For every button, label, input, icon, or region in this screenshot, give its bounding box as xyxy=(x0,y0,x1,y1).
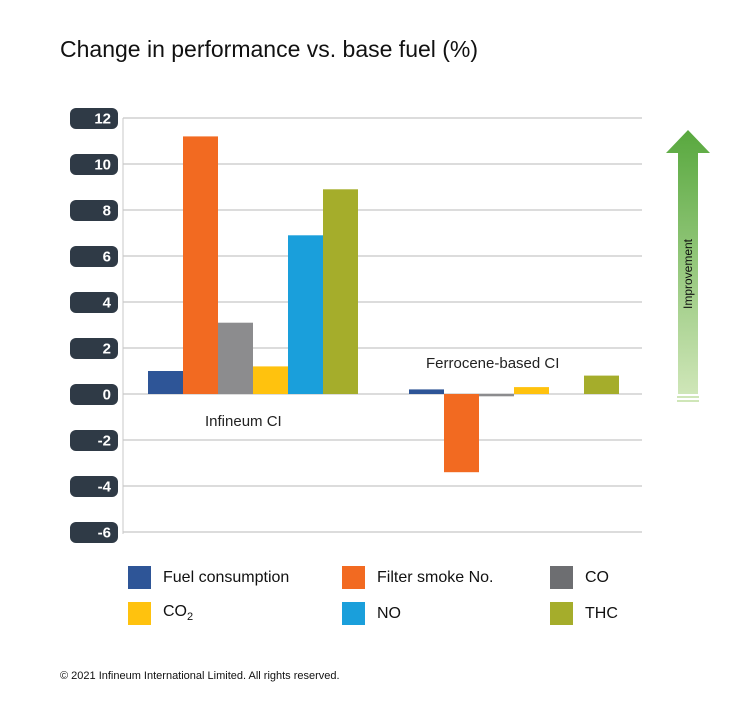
bar-co xyxy=(218,322,253,394)
bar-thc xyxy=(584,375,619,394)
y-tick-label: 12 xyxy=(94,111,111,128)
legend-label-subscript: 2 xyxy=(187,611,194,624)
legend-item-co2: CO2 xyxy=(128,602,193,625)
legend-label-main: CO xyxy=(163,603,187,621)
legend-label: NO xyxy=(377,604,401,622)
legend-label: CO xyxy=(585,568,609,586)
legend-label: Fuel consumption xyxy=(163,568,290,586)
bar-thc xyxy=(323,189,358,394)
legend-label: Filter smoke No. xyxy=(377,568,494,586)
y-tick-badge xyxy=(70,476,118,497)
legend-swatch xyxy=(128,602,151,625)
y-tick-label: -2 xyxy=(98,433,111,450)
bar-filter-smoke-no- xyxy=(183,136,218,394)
y-tick-label: 6 xyxy=(103,249,111,266)
y-tick-badge xyxy=(70,200,118,221)
legend-label: THC xyxy=(585,604,618,622)
y-tick-label: -4 xyxy=(98,479,112,496)
y-tick-badge xyxy=(70,292,118,313)
y-tick-badge xyxy=(70,430,118,451)
copyright-notice: © 2021 Infineum International Limited. A… xyxy=(60,670,340,682)
legend-item-filter-smoke: Filter smoke No. xyxy=(342,566,493,589)
y-tick-label: 10 xyxy=(94,157,111,174)
legend-swatch xyxy=(550,602,573,625)
y-tick-badge xyxy=(70,384,118,405)
up-arrow-icon xyxy=(666,130,710,394)
y-tick-badge xyxy=(70,108,118,129)
legend-swatch xyxy=(128,566,151,589)
bar-fuel-consumption xyxy=(148,371,183,394)
y-axis-ticks: 12 10 8 6 4 2 0 -2 -4 -6 xyxy=(70,108,118,543)
bar-fuel-consumption xyxy=(409,389,444,394)
legend-swatch xyxy=(550,566,573,589)
legend-item-fuel-consumption: Fuel consumption xyxy=(128,566,289,589)
y-tick-badge xyxy=(70,246,118,267)
bar-chart: 12 10 8 6 4 2 0 -2 -4 -6 Infineum CI Ferrocene-ba… xyxy=(70,108,710,543)
bars xyxy=(148,136,619,473)
bar-co2 xyxy=(514,387,549,394)
y-tick-label: 2 xyxy=(103,341,111,358)
bar-filter-smoke-no- xyxy=(444,394,479,473)
legend-item-no: NO xyxy=(342,602,401,625)
chart-title: Change in performance vs. base fuel (%) xyxy=(60,36,479,62)
y-tick-badge xyxy=(70,522,118,543)
category-label-infineum-ci: Infineum CI xyxy=(205,413,282,430)
improvement-arrow: Improvement xyxy=(666,130,710,402)
bar-no xyxy=(288,235,323,394)
y-tick-label: -6 xyxy=(98,525,111,542)
bar-co2 xyxy=(253,366,288,394)
legend-swatch xyxy=(342,566,365,589)
legend: Fuel consumption Filter smoke No. CO CO2… xyxy=(128,566,648,636)
y-tick-badge xyxy=(70,154,118,175)
legend-item-thc: THC xyxy=(550,602,618,625)
y-tick-label: 8 xyxy=(103,203,111,220)
legend-swatch xyxy=(342,602,365,625)
legend-label: CO2 xyxy=(163,603,193,623)
arrow-label: Improvement xyxy=(681,238,695,309)
y-tick-badge xyxy=(70,338,118,359)
bar-co xyxy=(479,394,514,397)
y-tick-label: 4 xyxy=(103,295,112,312)
category-label-ferrocene-based-ci: Ferrocene-based CI xyxy=(426,355,559,372)
legend-item-co: CO xyxy=(550,566,609,589)
y-tick-label: 0 xyxy=(103,387,111,404)
